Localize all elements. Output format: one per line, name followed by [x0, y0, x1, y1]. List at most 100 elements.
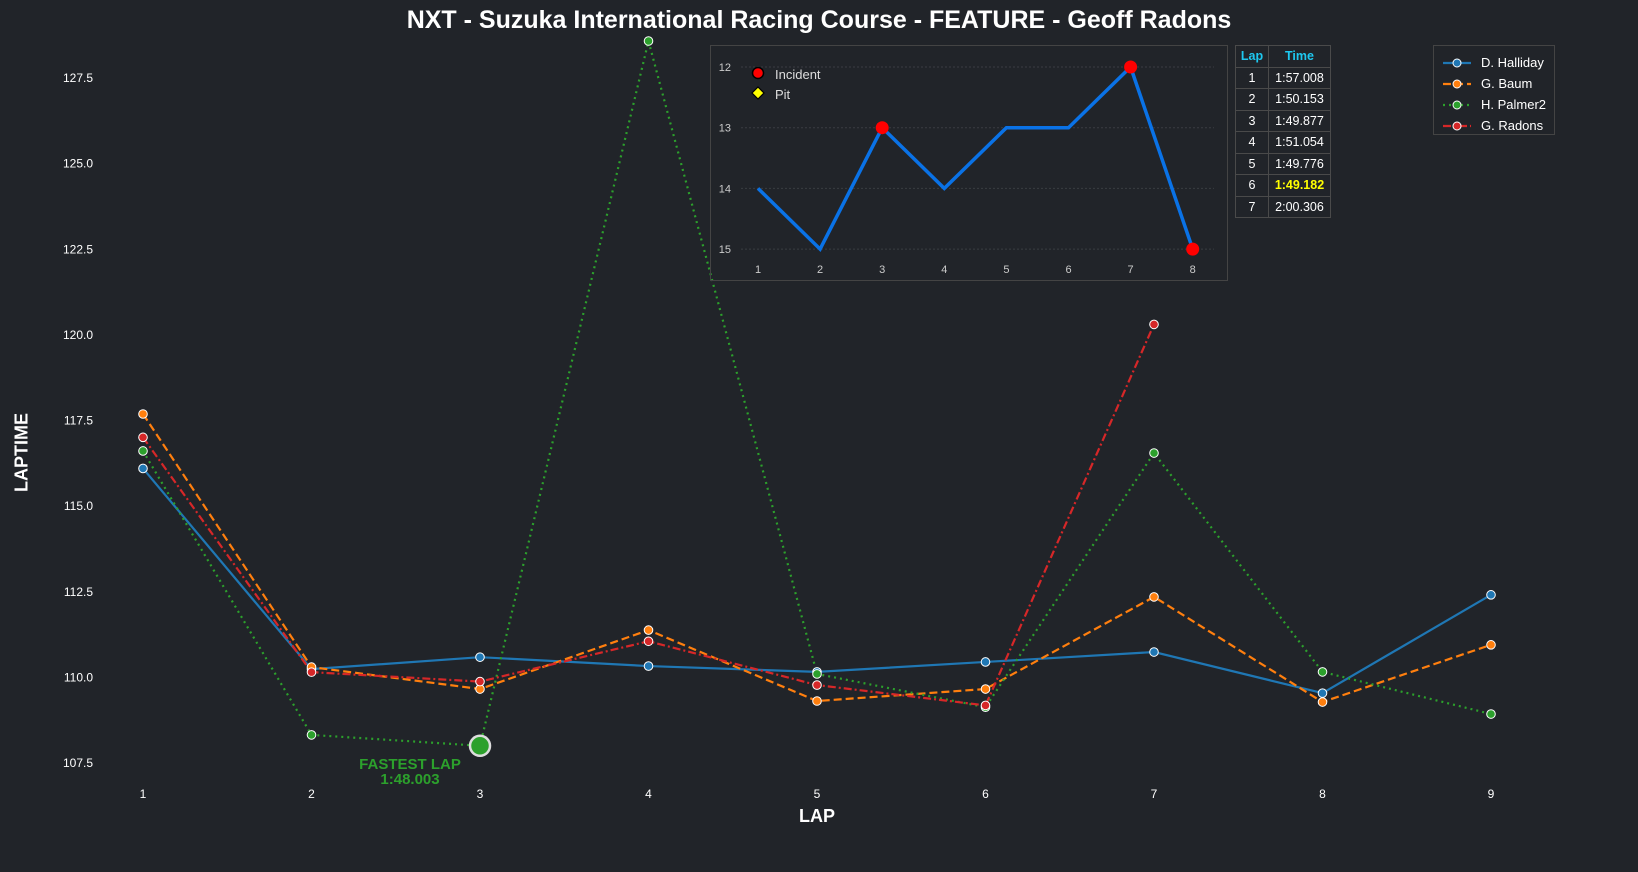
y-tick-label: 110.0	[64, 670, 93, 684]
inset-y-tick-label: 13	[719, 123, 731, 135]
y-axis-label: LAPTIME	[11, 413, 32, 492]
inset-y-tick-label: 12	[719, 62, 731, 74]
inset-x-tick-label: 7	[1128, 264, 1134, 276]
data-point	[643, 636, 654, 647]
lap-number: 5	[1235, 152, 1269, 175]
lap-time: 1:49.877	[1268, 109, 1331, 132]
legend-item: D. Halliday	[1434, 52, 1554, 73]
y-tick-label: 125.0	[63, 157, 93, 171]
position-line	[756, 63, 1195, 253]
x-tick-label: 3	[477, 787, 484, 801]
data-point	[306, 667, 317, 677]
y-tick-label: 127.5	[63, 71, 93, 85]
incident-marker	[1124, 60, 1138, 74]
fastest-lap-annotation: FASTEST LAP 1:48.003	[355, 757, 465, 787]
lap-column-header: Lap	[1235, 45, 1269, 68]
lap-number: 2	[1235, 88, 1269, 111]
data-point	[1317, 697, 1328, 707]
legend-line-icon	[1443, 121, 1471, 130]
chart-title: NXT - Suzuka International Racing Course…	[406, 6, 1232, 34]
legend-label: D. Halliday	[1481, 55, 1544, 70]
lap-time: 2:00.306	[1268, 195, 1331, 218]
inset-x-tick-label: 4	[941, 264, 947, 276]
data-point	[138, 409, 148, 419]
data-point	[980, 684, 991, 694]
lap-time: 1:49.182	[1268, 174, 1331, 197]
data-point	[138, 432, 148, 443]
lap-time: 1:49.776	[1268, 152, 1331, 175]
data-point	[643, 625, 654, 635]
data-point	[812, 696, 822, 706]
pit-marker-icon	[751, 85, 765, 100]
legend-line-icon	[1443, 100, 1471, 109]
series-line-g-radons	[142, 323, 1156, 707]
inset-x-tick-label: 5	[1003, 264, 1009, 276]
legend-label: G. Radons	[1481, 118, 1544, 133]
series-line-g-baum	[142, 413, 1492, 704]
x-tick-label: 8	[1319, 787, 1326, 801]
legend-incident: Incident	[751, 64, 821, 84]
inset-x-tick-label: 3	[879, 264, 885, 276]
data-point	[475, 652, 485, 662]
data-point	[306, 730, 317, 740]
legend-label: H. Palmer2	[1481, 97, 1547, 112]
legend-item: G. Baum	[1434, 73, 1554, 94]
lap-table-row: 7 2:00.306	[1235, 195, 1331, 218]
y-tick-label: 112.5	[64, 585, 93, 599]
lap-number: 4	[1235, 131, 1269, 154]
series-line-d-halliday	[142, 467, 1492, 695]
incident-marker	[1186, 242, 1200, 256]
inset-y-tick-label: 14	[719, 183, 731, 195]
y-tick-label: 120.0	[63, 328, 93, 342]
x-tick-label: 4	[645, 787, 652, 801]
incident-marker	[875, 121, 889, 135]
inset-legend: Incident Pit	[751, 64, 821, 104]
y-tick-label: 122.5	[63, 242, 93, 256]
x-tick-label: 7	[1151, 787, 1158, 801]
x-tick-label: 2	[308, 787, 315, 801]
data-point	[1149, 647, 1159, 657]
lap-table-row: 1 1:57.008	[1235, 66, 1331, 89]
data-point	[812, 680, 822, 690]
data-point	[1317, 667, 1328, 677]
data-point	[980, 700, 991, 711]
data-point	[1486, 590, 1496, 600]
data-point	[643, 661, 654, 671]
fastest-lap-time: 1:48.003	[380, 771, 440, 788]
lap-table-row: 3 1:49.877	[1235, 109, 1331, 132]
lap-time: 1:50.153	[1268, 88, 1331, 111]
data-point	[138, 446, 148, 456]
inset-x-tick-label: 1	[755, 264, 761, 276]
lap-number: 3	[1235, 109, 1269, 132]
data-point	[1486, 640, 1496, 650]
lap-number: 6	[1235, 174, 1269, 197]
lap-number: 7	[1235, 195, 1269, 218]
position-inset-chart: 12 13 14 15 1 2 3 4 5 6 7 8 Incident Pit	[710, 45, 1228, 281]
inset-x-tick-label: 8	[1190, 264, 1196, 276]
data-point	[138, 463, 148, 474]
legend-line-icon	[1443, 58, 1471, 67]
x-tick-label: 1	[140, 787, 147, 801]
inset-y-tick-label: 15	[719, 244, 731, 256]
data-point	[1317, 688, 1328, 698]
legend-pit: Pit	[751, 84, 821, 104]
x-tick-label: 9	[1488, 787, 1495, 801]
lap-table-row: 2 1:50.153	[1235, 88, 1331, 111]
x-axis-label: LAP	[799, 806, 835, 826]
inset-x-tick-label: 6	[1065, 264, 1071, 276]
lap-number: 1	[1235, 66, 1269, 89]
lap-time: 1:57.008	[1268, 66, 1331, 89]
y-tick-label: 107.5	[63, 756, 93, 770]
x-tick-label: 6	[982, 787, 989, 801]
lap-table-row: 4 1:51.054	[1235, 131, 1331, 154]
legend-item: H. Palmer2	[1434, 94, 1554, 115]
fastest-lap-label: FASTEST LAP	[359, 756, 461, 773]
y-tick-label: 117.5	[64, 414, 93, 428]
fastest-lap-marker	[468, 734, 492, 758]
legend-line-icon	[1443, 79, 1471, 88]
x-tick-label: 5	[814, 787, 821, 801]
legend-label: G. Baum	[1481, 76, 1533, 91]
data-point	[980, 657, 991, 667]
